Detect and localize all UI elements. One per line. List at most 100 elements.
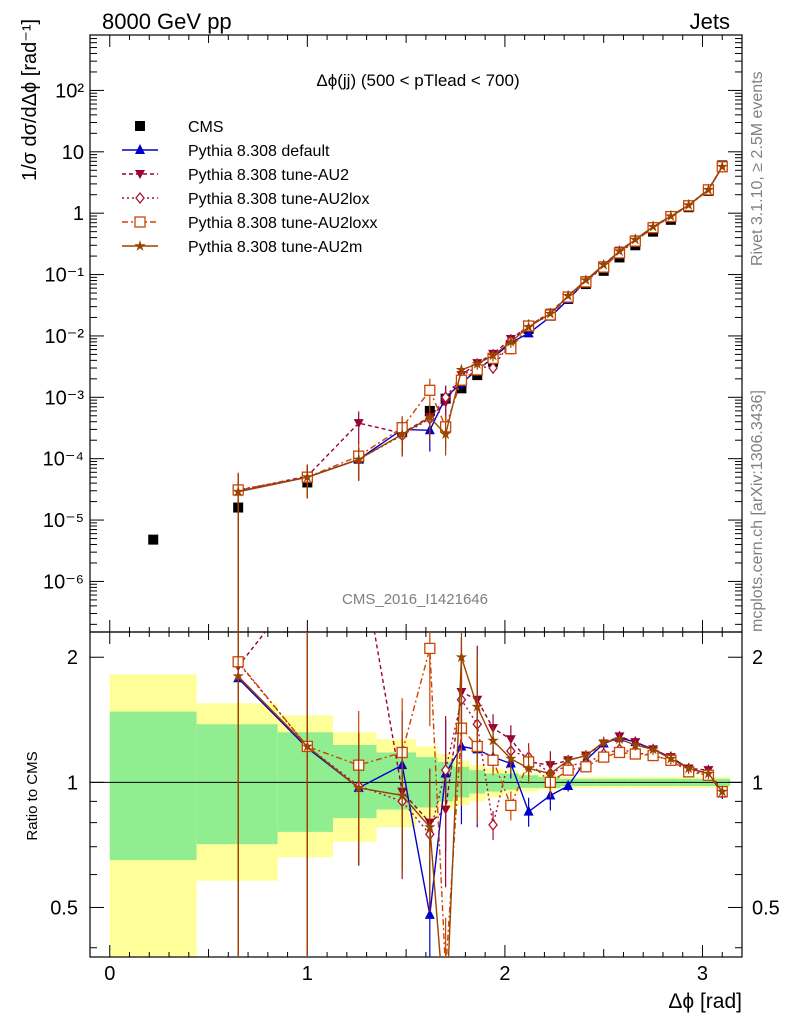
- ratio-point-au2loxx: [629, 748, 641, 760]
- axes: 0 1 2 3 10⁻⁶ 10⁻⁵ 10⁻⁴ 10⁻³ 10⁻² 10⁻¹ 1 10 10² 0.5 0.5…: [43, 34, 780, 985]
- point-au2lox: [440, 391, 451, 404]
- legend-marker-cms: [135, 121, 145, 131]
- ratio-point-default: [563, 779, 574, 790]
- ratio-point-au2m: [424, 821, 436, 832]
- y-tick-label: 1: [73, 203, 84, 225]
- band-inner: [196, 724, 278, 845]
- ratio-tick-label-right: 2: [752, 647, 763, 669]
- ratio-point-au2m: [544, 767, 557, 779]
- point-au2m: [301, 471, 313, 482]
- ratio-point-au2m: [396, 789, 408, 801]
- header-left: 8000 GeV pp: [102, 9, 232, 34]
- point-au2lox: [488, 361, 498, 375]
- series-line-au2lox: [238, 166, 723, 491]
- point-au2m: [439, 428, 452, 440]
- band-inner: [502, 773, 519, 790]
- x-tick-label: 2: [499, 963, 510, 985]
- y-tick-label: 10⁻⁴: [43, 449, 84, 471]
- ratio-point-au2m: [353, 781, 365, 793]
- point-au2m: [629, 233, 641, 245]
- legend-marker-au2loxx: [134, 216, 146, 228]
- ratio-tick-label: 2: [67, 647, 78, 669]
- point-au2m: [716, 160, 728, 172]
- point-au2m: [562, 289, 574, 301]
- ratio-point-default: [523, 805, 534, 816]
- point-au2m: [647, 220, 659, 232]
- analysis-id: CMS_2016_I1421646: [342, 591, 488, 608]
- point-au2loxx: [424, 384, 436, 396]
- point-au2m: [487, 349, 499, 361]
- legend-marker-au2lox: [135, 191, 145, 205]
- legend-marker-au2: [135, 170, 145, 179]
- ratio-point-au2loxx: [562, 764, 574, 776]
- ratio-point-au2loxx: [487, 754, 499, 766]
- ratio-point-au2m: [232, 670, 244, 682]
- ratio-point-au2loxx: [505, 799, 517, 812]
- legend-marker-au2m: [134, 240, 146, 251]
- ratio-frame: [89, 631, 743, 958]
- ratio-point-au2lox: [488, 818, 498, 831]
- ratio-point-default: [424, 908, 435, 919]
- ratio-tick-label: 0.5: [50, 897, 78, 919]
- point-au2m: [424, 411, 436, 423]
- series-line-au2m: [238, 166, 723, 493]
- ratio-tick-label: 1: [67, 772, 78, 794]
- point-au2m: [396, 428, 408, 440]
- point-au2m: [702, 183, 715, 195]
- ratio-point-au2m: [665, 752, 677, 764]
- band-inner: [376, 752, 416, 810]
- y-tick-label: 10: [62, 142, 84, 164]
- point-au2m: [505, 335, 517, 347]
- y-axis-label: 1/σ dσ/dΔϕ [rad⁻¹]: [19, 19, 41, 181]
- ratio-point-au2loxx: [598, 751, 610, 763]
- ratio-point-au2m: [629, 739, 641, 750]
- point-au2m: [522, 321, 535, 332]
- y-tick-label: 10⁻¹: [45, 265, 85, 287]
- point-au2m: [598, 258, 610, 270]
- point-au2m: [232, 485, 244, 497]
- ratio-point-au2lox: [440, 764, 451, 777]
- plot-title: Δϕ(jj) (500 < pTlead < 700): [316, 71, 519, 90]
- point-au2m: [665, 210, 677, 222]
- legend-label-au2m: Pythia 8.308 tune-AU2m: [188, 239, 362, 256]
- point-au2m: [455, 363, 468, 375]
- header-right: Jets: [690, 9, 730, 34]
- point-default: [523, 327, 534, 338]
- x-tick-label: 3: [697, 963, 708, 985]
- legend-label-au2loxx: Pythia 8.308 tune-AU2loxx: [188, 215, 377, 232]
- point-au2: [353, 419, 364, 429]
- legend-label-au2: Pythia 8.308 tune-AU2: [188, 167, 349, 184]
- ratio-point-au2m: [580, 749, 592, 761]
- ratio-line-au2loxx: [237, 648, 723, 957]
- ratio-line-au2m: [237, 657, 723, 957]
- y-tick-label: 10⁻⁵: [43, 510, 84, 532]
- y-tick-label: 10²: [55, 80, 84, 102]
- ratio-group-au2m: [232, 632, 728, 957]
- point-au2m: [613, 245, 626, 257]
- point-au2m: [471, 357, 483, 369]
- ratio-point-au2m: [647, 743, 659, 755]
- legend-label-default: Pythia 8.308 default: [188, 143, 330, 160]
- ratio-point-au2m: [522, 762, 535, 774]
- y-tick-label: 10⁻³: [45, 387, 85, 409]
- ratio-line-au2: [237, 632, 723, 824]
- series-au2m: [232, 160, 728, 957]
- ratio-point-au2m: [613, 733, 626, 745]
- point-au2m: [682, 199, 695, 210]
- ratio-line-au2lox: [237, 662, 723, 836]
- legend: CMS Pythia 8.308 default Pythia 8.308 tune…: [122, 119, 377, 256]
- series-layer: [148, 160, 728, 957]
- x-tick-label: 0: [104, 963, 115, 985]
- ratio-point-au2m: [471, 700, 483, 712]
- legend-label-au2lox: Pythia 8.308 tune-AU2lox: [188, 191, 369, 208]
- y-tick-label: 10⁻²: [45, 326, 85, 348]
- ratio-point-au2m: [598, 736, 610, 747]
- ratio-point-au2m: [562, 754, 574, 766]
- ratio-point-au2m: [487, 734, 499, 746]
- point-au2m: [353, 453, 365, 465]
- ratio-point-au2loxx: [580, 761, 592, 773]
- legend-label-cms: CMS: [188, 119, 224, 136]
- x-tick-label: 1: [302, 963, 313, 985]
